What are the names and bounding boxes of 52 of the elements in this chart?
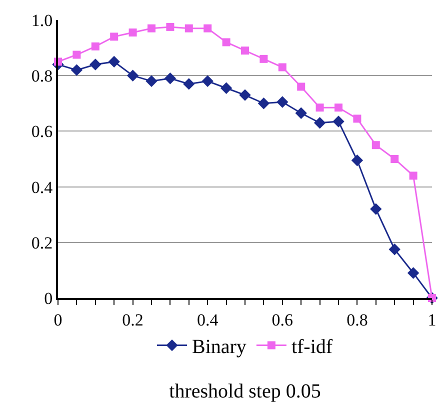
point (222, 38, 230, 46)
point (258, 98, 270, 110)
point (72, 50, 81, 59)
point (332, 116, 344, 128)
legend-label: Binary (192, 336, 246, 358)
x-tick-label: 0.4 (196, 310, 219, 330)
point (202, 75, 214, 88)
x-axis-title: threshold step 0.05 (169, 380, 321, 402)
y-tick-label: 0.4 (31, 178, 54, 197)
point (260, 54, 268, 63)
point (184, 24, 193, 32)
x-tick-label: 1 (428, 310, 436, 330)
y-tick-label: 1.0 (31, 10, 53, 30)
point (388, 244, 400, 256)
point (276, 96, 288, 108)
point (241, 46, 249, 55)
point (370, 203, 382, 215)
point (407, 267, 420, 279)
point (372, 141, 380, 150)
point (390, 155, 399, 163)
point (164, 72, 176, 84)
point (239, 89, 251, 101)
point (128, 28, 137, 37)
point (166, 22, 174, 31)
point (220, 82, 232, 94)
point (110, 32, 118, 41)
point (314, 117, 326, 129)
point (90, 58, 102, 70)
point (204, 24, 212, 32)
y-tick-label: 0 (44, 288, 53, 308)
x-tick-label: 0.6 (272, 310, 294, 330)
legend-label: tf-idf (291, 336, 333, 358)
point (91, 42, 100, 50)
point (183, 78, 195, 90)
point (146, 75, 158, 88)
point (148, 24, 156, 32)
y-tick-label: 0.6 (31, 122, 53, 142)
point (297, 82, 306, 91)
point (334, 104, 342, 112)
x-tick-label: 0.8 (346, 310, 368, 330)
point (108, 56, 120, 68)
point (316, 104, 324, 112)
point (353, 114, 362, 123)
point (70, 64, 83, 76)
y-tick-label: 0.2 (31, 233, 53, 252)
point (409, 172, 418, 180)
point (351, 154, 364, 166)
point (295, 107, 307, 119)
x-tick-label: 0.2 (122, 310, 144, 330)
y-tick-label: 0.8 (31, 66, 53, 86)
point (278, 63, 286, 72)
point (126, 70, 139, 82)
